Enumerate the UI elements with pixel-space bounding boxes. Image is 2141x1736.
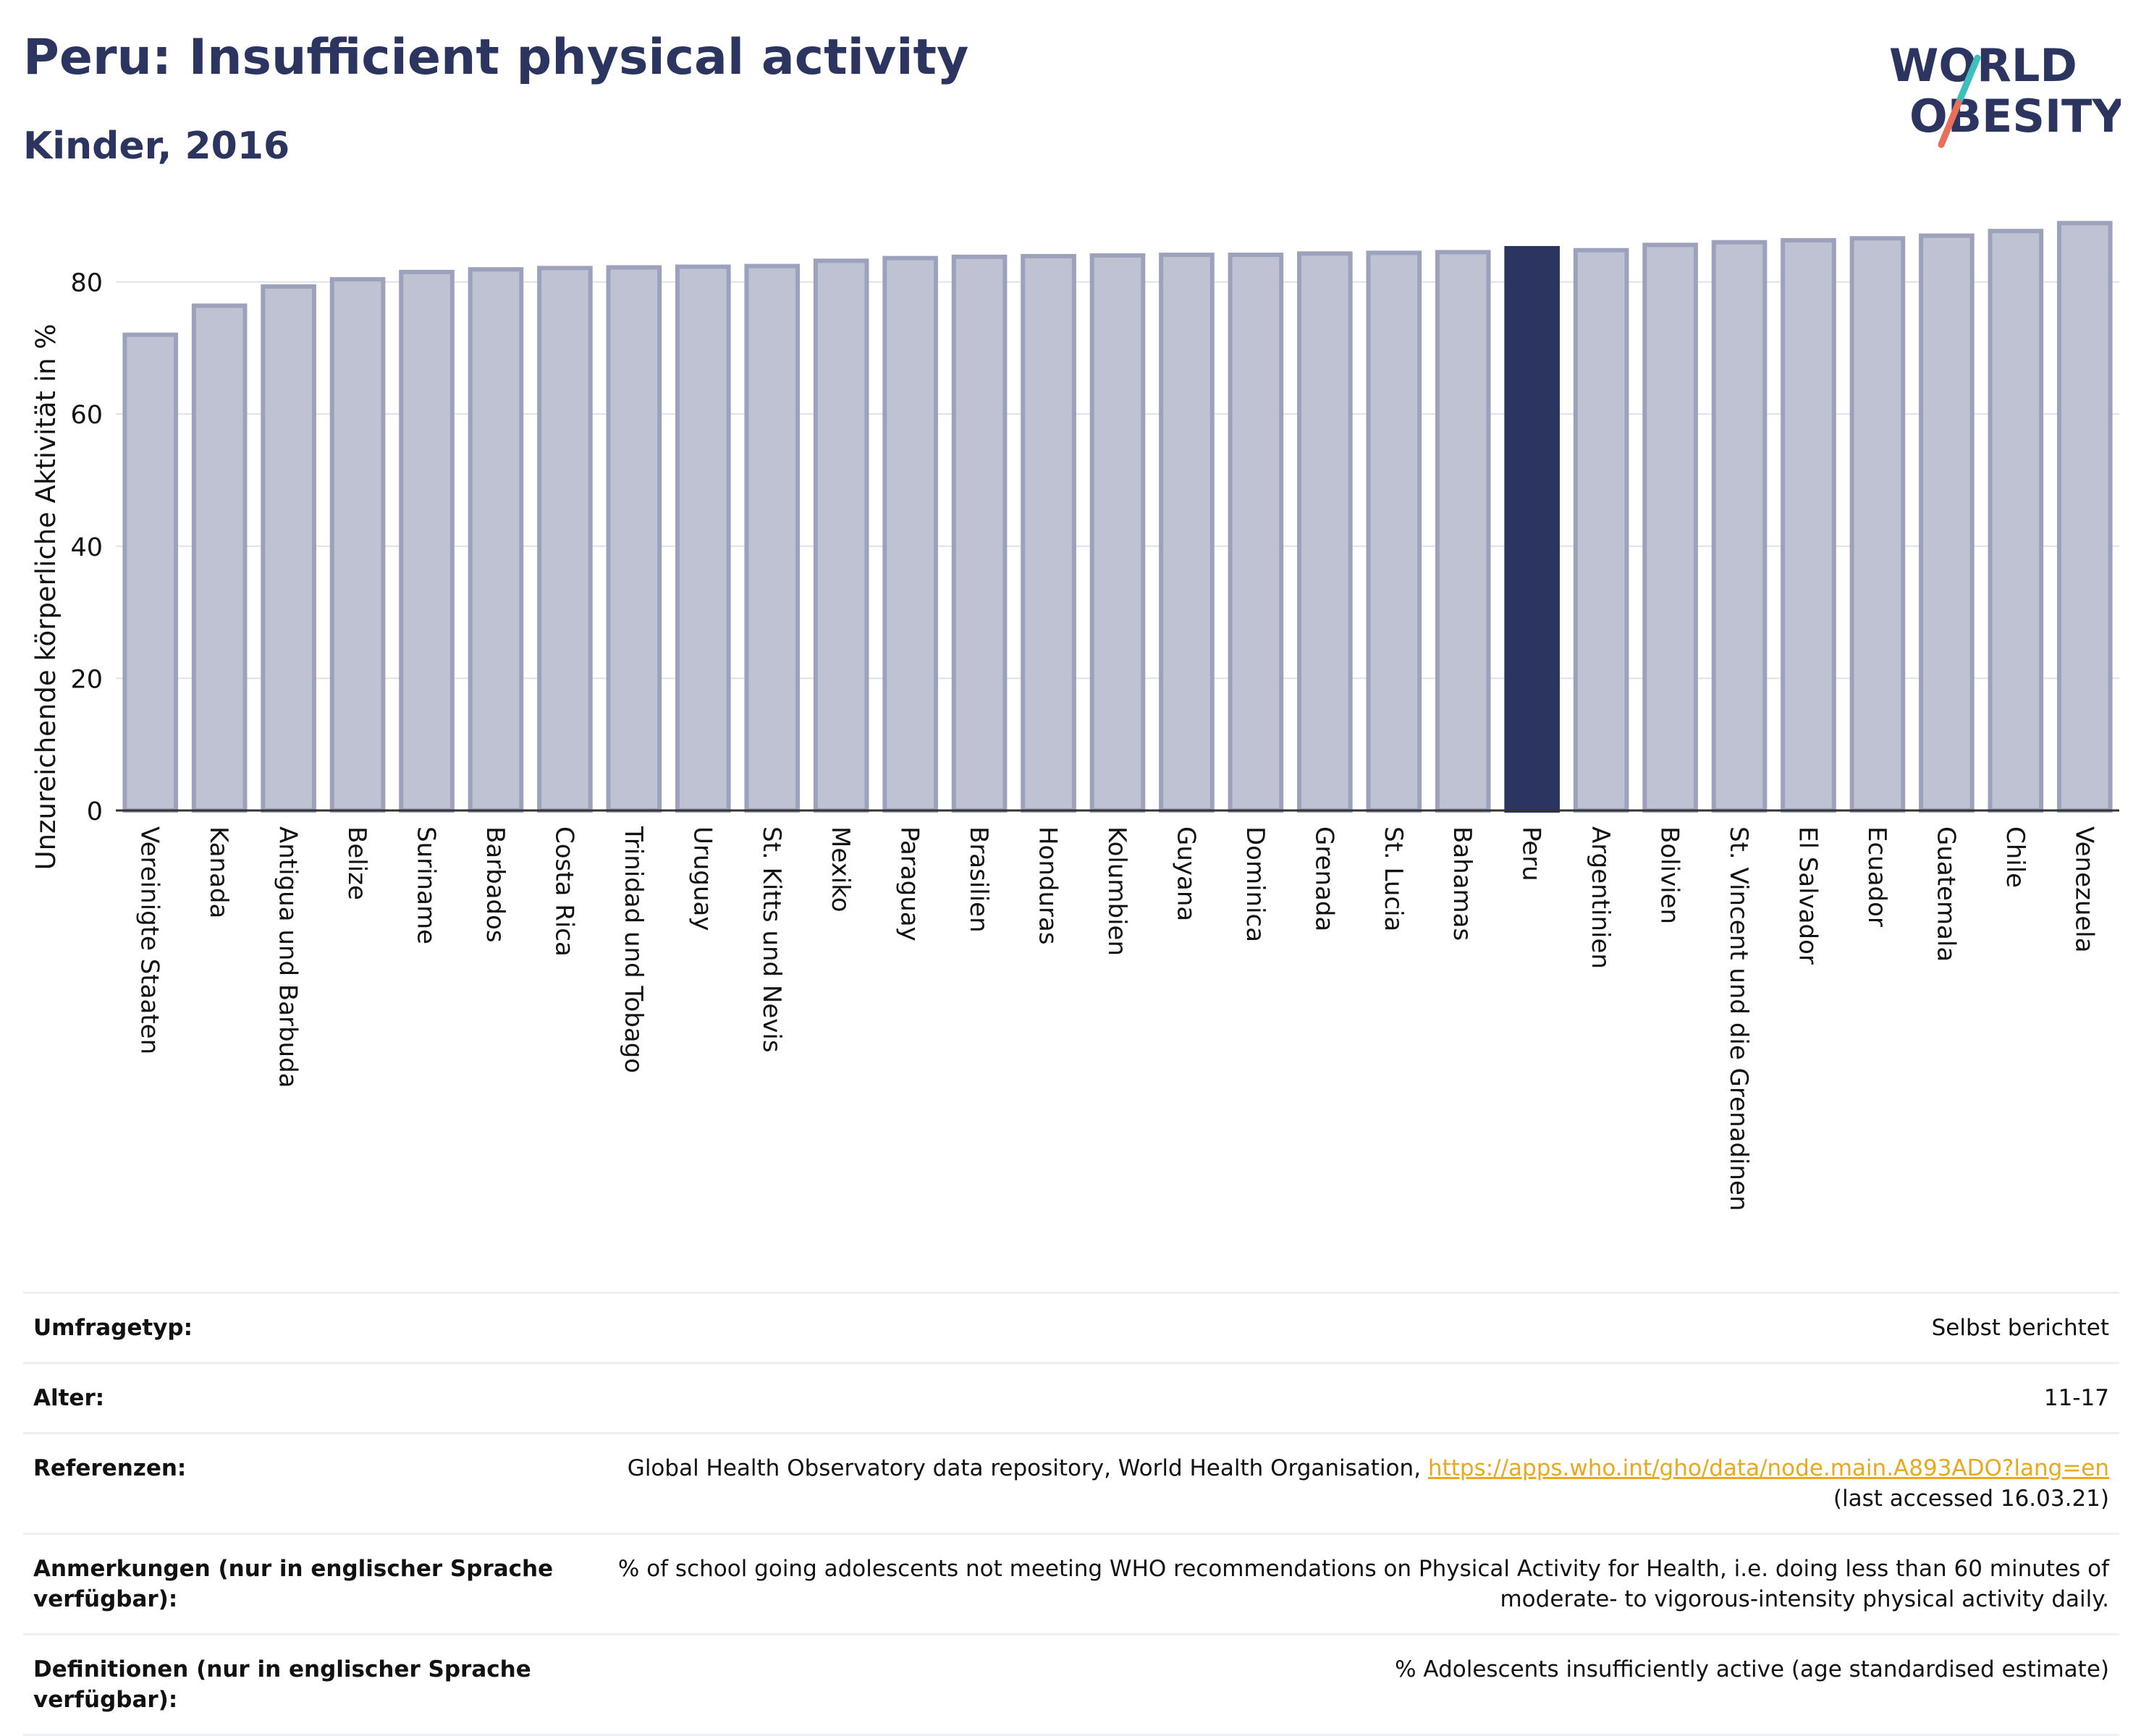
bar-kolumbien (1089, 253, 1146, 813)
x-tick-label: Trinidad und Tobago (619, 826, 648, 1073)
definitions-label: Definitionen (nur in englischer Sprache … (33, 1656, 531, 1713)
x-tick-label: Uruguay (688, 826, 717, 931)
page-subtitle: Kinder, 2016 (23, 124, 290, 168)
x-tick-label: Guyana (1171, 826, 1200, 921)
bar-ecuador (1849, 236, 1906, 813)
notes-label: Anmerkungen (nur in englischer Sprache v… (33, 1556, 554, 1612)
logo-line2: OBESITY (1909, 90, 2121, 143)
bar-grenada (1297, 251, 1353, 813)
x-tick-label: Venezuela (2069, 826, 2098, 953)
bar-dominica (1228, 253, 1284, 813)
info-row-age: Alter: 11-17 (23, 1362, 2119, 1432)
axes: 0 20 40 60 80 Vereinigte Staaten Kanada Antigua… (70, 269, 2119, 1211)
y-tick-label: 40 (70, 533, 103, 562)
x-tick-label: Belize (342, 826, 371, 900)
y-tick-label: 0 (87, 797, 103, 826)
bar-brasilien (951, 254, 1008, 813)
x-tick-label: Antigua und Barbuda (274, 826, 303, 1088)
bar-guatemala (1919, 233, 1975, 813)
survey-type-value: Selbst berichtet (1931, 1315, 2109, 1341)
references-accessed: (last accessed 16.03.21) (1833, 1486, 2109, 1512)
bar-vereinigte-staaten (122, 332, 179, 813)
x-tick-label: Costa Rica (549, 826, 578, 957)
world-obesity-logo-graphic: WORLD OBESITY (1889, 39, 2125, 148)
bar-kanada (191, 303, 248, 813)
x-tick-label: St. Lucia (1379, 826, 1408, 931)
y-axis-label: Unzureichende körperliche Aktivität in % (30, 324, 62, 871)
bar-trinidad-und-tobago (606, 265, 662, 813)
x-tick-label: Argentinien (1586, 826, 1615, 969)
bar-guyana (1159, 253, 1215, 813)
bar-el-salvador (1781, 238, 1836, 813)
bar-chart: 0 20 40 60 80 Vereinigte Staaten Kanada Antigua… (30, 221, 2119, 1211)
info-row-definitions: Definitionen (nur in englischer Sprache … (23, 1633, 2119, 1736)
bar-belize (329, 276, 386, 813)
x-tick-label: Guatemala (1931, 826, 1960, 962)
logo-slash-bottom (1938, 99, 1962, 148)
y-tick-label: 60 (70, 401, 103, 430)
x-tick-label: El Salvador (1793, 826, 1822, 965)
x-tick-label: Kolumbien (1102, 826, 1131, 956)
x-tick-label: Paraguay (895, 826, 924, 941)
references-link[interactable]: https://apps.who.int/gho/data/node.main.… (1427, 1455, 2109, 1481)
x-tick-label: St. Kitts und Nevis (757, 826, 786, 1053)
x-tick-label: St. Vincent und die Grenadinen (1724, 826, 1753, 1211)
bar-suriname (399, 269, 455, 813)
x-tick-label: Kanada (204, 826, 233, 918)
bar-st-vincent-und-die-grenadinen (1711, 240, 1768, 813)
bar-bahamas (1435, 250, 1491, 813)
bar-costa-rica (537, 266, 593, 813)
bar-argentinien (1573, 247, 1629, 813)
x-tick-label: Chile (2001, 826, 2030, 888)
x-tick-label: Dominica (1241, 826, 1270, 942)
bar-mexiko (813, 258, 869, 813)
bar-bolivien (1642, 242, 1698, 813)
definitions-value: % Adolescents insufficiently active (age… (1395, 1656, 2109, 1682)
bar-peru (1504, 246, 1561, 813)
bar-st-lucia (1366, 250, 1422, 813)
survey-type-label: Umfragetyp: (33, 1315, 193, 1341)
bar-antigua-und-barbuda (261, 284, 316, 813)
bar-chile (1988, 229, 2044, 813)
bar-venezuela (2056, 221, 2113, 813)
notes-value: % of school going adolescents not meetin… (617, 1556, 2109, 1612)
x-tick-label: Mexiko (826, 826, 855, 913)
x-tick-label: Peru (1517, 826, 1546, 881)
y-tick-label: 80 (70, 269, 103, 298)
y-tick-label: 20 (70, 665, 103, 694)
logo-line1: WORLD (1889, 39, 2077, 92)
info-row-notes: Anmerkungen (nur in englischer Sprache v… (23, 1533, 2119, 1633)
references-label: Referenzen: (33, 1455, 187, 1481)
bars (122, 221, 2113, 813)
x-tick-label: Vereinigte Staaten (135, 826, 164, 1054)
info-row-references: Referenzen: Global Health Observatory da… (23, 1432, 2119, 1533)
x-tick-label: Barbados (481, 826, 510, 943)
info-table: Umfragetyp: Selbst berichtet Alter: 11-1… (23, 1292, 2119, 1736)
x-tick-label: Suriname (412, 826, 441, 944)
info-row-survey: Umfragetyp: Selbst berichtet (23, 1292, 2119, 1362)
world-obesity-logo: WORLD OBESITY (1889, 36, 2125, 152)
age-label: Alter: (33, 1385, 105, 1411)
x-tick-label: Brasilien (964, 826, 993, 933)
bar-barbados (468, 267, 524, 813)
age-value: 11-17 (2043, 1385, 2109, 1411)
page-title: Peru: Insufficient physical activity (23, 29, 969, 86)
x-tick-label: Grenada (1309, 826, 1338, 931)
x-tick-label: Ecuador (1862, 826, 1891, 927)
references-text: Global Health Observatory data repositor… (627, 1455, 1428, 1481)
logo-slash-top (1955, 54, 1981, 106)
bar-paraguay (882, 255, 938, 813)
bar-st-kitts-und-nevis (744, 263, 801, 813)
x-tick-label: Honduras (1034, 826, 1063, 945)
references-value: Global Health Observatory data repositor… (583, 1453, 2109, 1514)
x-tick-label: Bolivien (1655, 826, 1684, 924)
bar-uruguay (675, 264, 731, 813)
bar-honduras (1021, 253, 1076, 813)
x-tick-label: Bahamas (1448, 826, 1477, 941)
